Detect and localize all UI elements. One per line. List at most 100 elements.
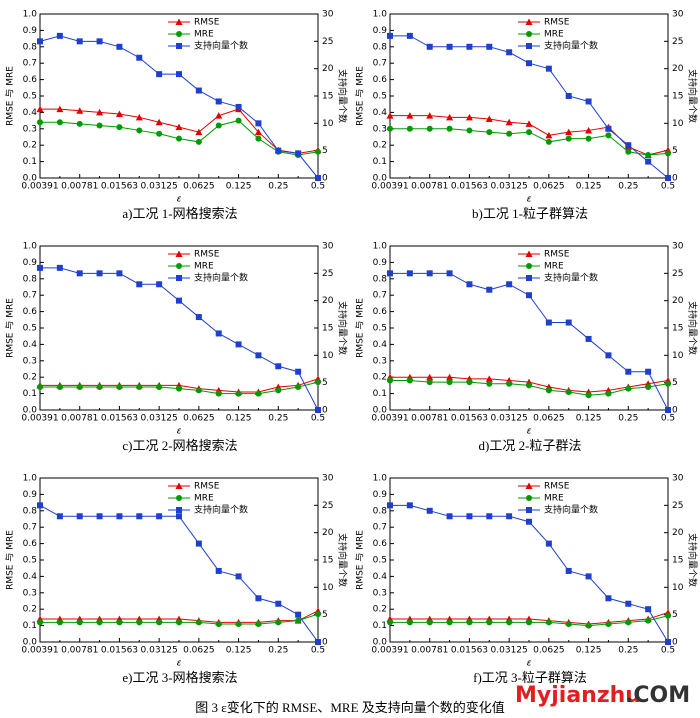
y2-tick-label: 15 (672, 324, 683, 334)
marker-square (406, 270, 413, 277)
marker-circle (526, 619, 532, 626)
marker-circle (406, 377, 413, 384)
y-tick-label: 0.3 (373, 356, 387, 366)
x-tick-label: 0.01563 (101, 646, 138, 656)
y-tick-label: 0.0 (23, 406, 38, 416)
marker-square (605, 125, 612, 132)
legend-label: RMSE (544, 250, 570, 260)
legend-marker (176, 43, 182, 49)
marker-circle (585, 392, 592, 399)
y2-tick-label: 0 (322, 406, 328, 416)
y-tick-label: 0.9 (23, 490, 38, 500)
y-tick-label: 0.0 (373, 406, 388, 416)
y-tick-label: 0.3 (23, 356, 37, 366)
legend-label: MRE (544, 30, 564, 40)
legend-label: MRE (194, 494, 214, 504)
x-axis-label: ε (527, 195, 532, 205)
marker-square (486, 43, 493, 50)
y-tick-label: 1.0 (373, 474, 388, 484)
marker-square (665, 407, 671, 413)
marker-square (56, 32, 63, 39)
marker-circle (545, 619, 552, 626)
marker-circle (136, 619, 143, 626)
marker-square (116, 270, 123, 277)
y-tick-label: 0.8 (373, 274, 388, 284)
marker-circle (585, 622, 592, 629)
x-axis-label: ε (527, 427, 532, 437)
y-tick-label: 0.0 (373, 174, 388, 184)
marker-square (76, 513, 83, 520)
marker-square (176, 71, 182, 78)
x-tick-label: 0.01563 (451, 646, 488, 656)
y2-tick-label: 25 (672, 501, 683, 511)
marker-circle (96, 619, 103, 626)
y2-tick-label: 10 (672, 351, 684, 361)
y-tick-label: 0.5 (373, 92, 387, 102)
legend-marker (526, 31, 532, 37)
marker-circle (506, 380, 513, 387)
legend-marker (175, 482, 183, 489)
marker-triangle (406, 112, 414, 119)
marker-triangle (254, 128, 262, 136)
marker-square (426, 270, 433, 277)
y-tick-label: 0.2 (23, 141, 37, 151)
marker-square (215, 567, 222, 574)
legend-label: 支持向量个数 (194, 272, 248, 284)
marker-square (585, 335, 592, 342)
y2-tick-label: 0 (672, 638, 678, 648)
marker-triangle (545, 131, 553, 139)
marker-triangle (485, 375, 493, 382)
marker-circle (56, 119, 63, 126)
y2-tick-label: 5 (322, 378, 328, 388)
marker-square (37, 502, 43, 509)
marker-circle (565, 620, 572, 627)
marker-circle (625, 385, 632, 392)
x-tick-label: 0.125 (576, 646, 602, 656)
marker-square (645, 368, 652, 375)
y2-tick-label: 25 (672, 269, 683, 279)
legend-marker (176, 507, 182, 513)
marker-circle (406, 125, 413, 132)
marker-square (506, 281, 513, 288)
marker-triangle (175, 123, 183, 131)
x-tick-label: 0.00391 (371, 414, 408, 424)
y-tick-label: 0.1 (23, 157, 37, 167)
x-tick-label: 0.03125 (491, 414, 528, 424)
x-tick-label: 0.5 (311, 414, 325, 424)
y-tick-label: 1.0 (373, 242, 388, 252)
marker-square (486, 286, 493, 293)
series-line (40, 108, 319, 154)
y2-tick-label: 5 (322, 610, 328, 620)
marker-circle (76, 120, 83, 127)
marker-square (255, 120, 262, 127)
marker-circle (136, 127, 143, 134)
x-tick-label: 0.5 (311, 182, 325, 192)
marker-square (315, 407, 321, 413)
marker-circle (295, 384, 302, 391)
y2-tick-label: 30 (672, 474, 684, 484)
y2-tick-label: 10 (322, 583, 334, 593)
marker-circle (446, 379, 453, 386)
y-tick-label: 0.3 (373, 124, 387, 134)
y-tick-label: 0.3 (373, 588, 387, 598)
x-tick-label: 0.01563 (451, 182, 488, 192)
y-tick-label: 0.4 (23, 340, 38, 350)
x-tick-label: 0.5 (311, 646, 325, 656)
y2-tick-label: 30 (322, 242, 334, 252)
marker-square (565, 93, 572, 99)
y-tick-label: 0.6 (373, 307, 388, 317)
y2-tick-label: 10 (672, 583, 684, 593)
y-tick-label: 0.3 (23, 588, 37, 598)
y-tick-label: 0.1 (373, 389, 387, 399)
marker-circle (605, 132, 612, 139)
legend-marker (175, 18, 183, 25)
chart-title: f)工况 3-粒子群算法 (473, 670, 587, 685)
marker-square (96, 38, 103, 45)
marker-triangle (485, 115, 493, 122)
x-tick-label: 0.0625 (533, 182, 565, 192)
marker-square (255, 595, 262, 602)
y2-tick-label: 15 (672, 556, 683, 566)
marker-square (176, 513, 182, 520)
marker-square (315, 639, 321, 645)
marker-circle (486, 380, 493, 387)
